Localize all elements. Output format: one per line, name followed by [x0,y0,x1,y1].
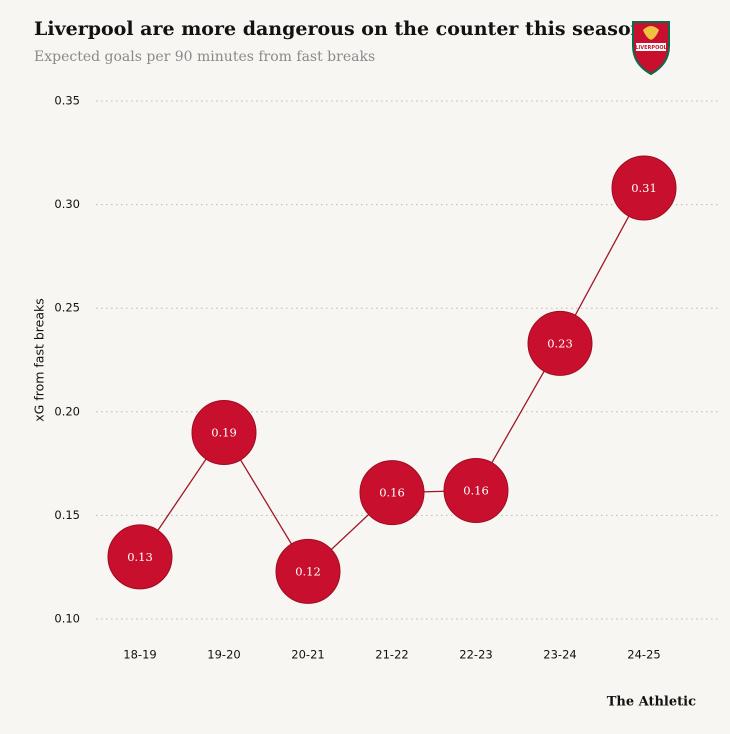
chart-subtitle: Expected goals per 90 minutes from fast … [34,49,375,65]
data-label: 0.12 [295,564,321,578]
source: The Athletic [607,695,696,710]
x-tick-label: 20-21 [291,648,324,662]
x-tick-label: 22-23 [459,648,492,662]
x-tick-label: 19-20 [207,648,240,662]
data-label: 0.19 [211,426,237,440]
x-tick-label: 21-22 [375,648,408,662]
data-label: 0.13 [127,550,153,564]
point [191,400,257,466]
point [275,538,341,604]
data-label: 0.31 [631,181,657,195]
point [611,155,677,221]
y-axis-label: xG from fast breaks [32,298,47,421]
point [527,310,593,376]
x-tick-label: 24-25 [627,648,660,662]
point [443,458,509,524]
crest-bird [643,26,659,40]
x-tick-label: 23-24 [543,648,576,662]
y-tick-label: 0.35 [54,94,80,108]
crest: LIVERPOOL [632,21,670,76]
crest-text: LIVERPOOL [635,45,667,51]
y-tick-label: 0.15 [54,508,80,522]
point [107,524,173,590]
y-tick-label: 0.20 [54,404,80,418]
data-label: 0.16 [463,484,489,498]
y-tick-label: 0.30 [54,197,80,211]
x-tick-label: 18-19 [123,648,156,662]
data-label: 0.23 [547,336,573,350]
chart-title: Liverpool are more dangerous on the coun… [34,18,645,40]
y-tick-label: 0.10 [54,612,80,626]
point [359,460,425,526]
data-label: 0.16 [379,486,405,500]
crest-banner [636,43,666,51]
y-tick-label: 0.25 [54,301,80,315]
